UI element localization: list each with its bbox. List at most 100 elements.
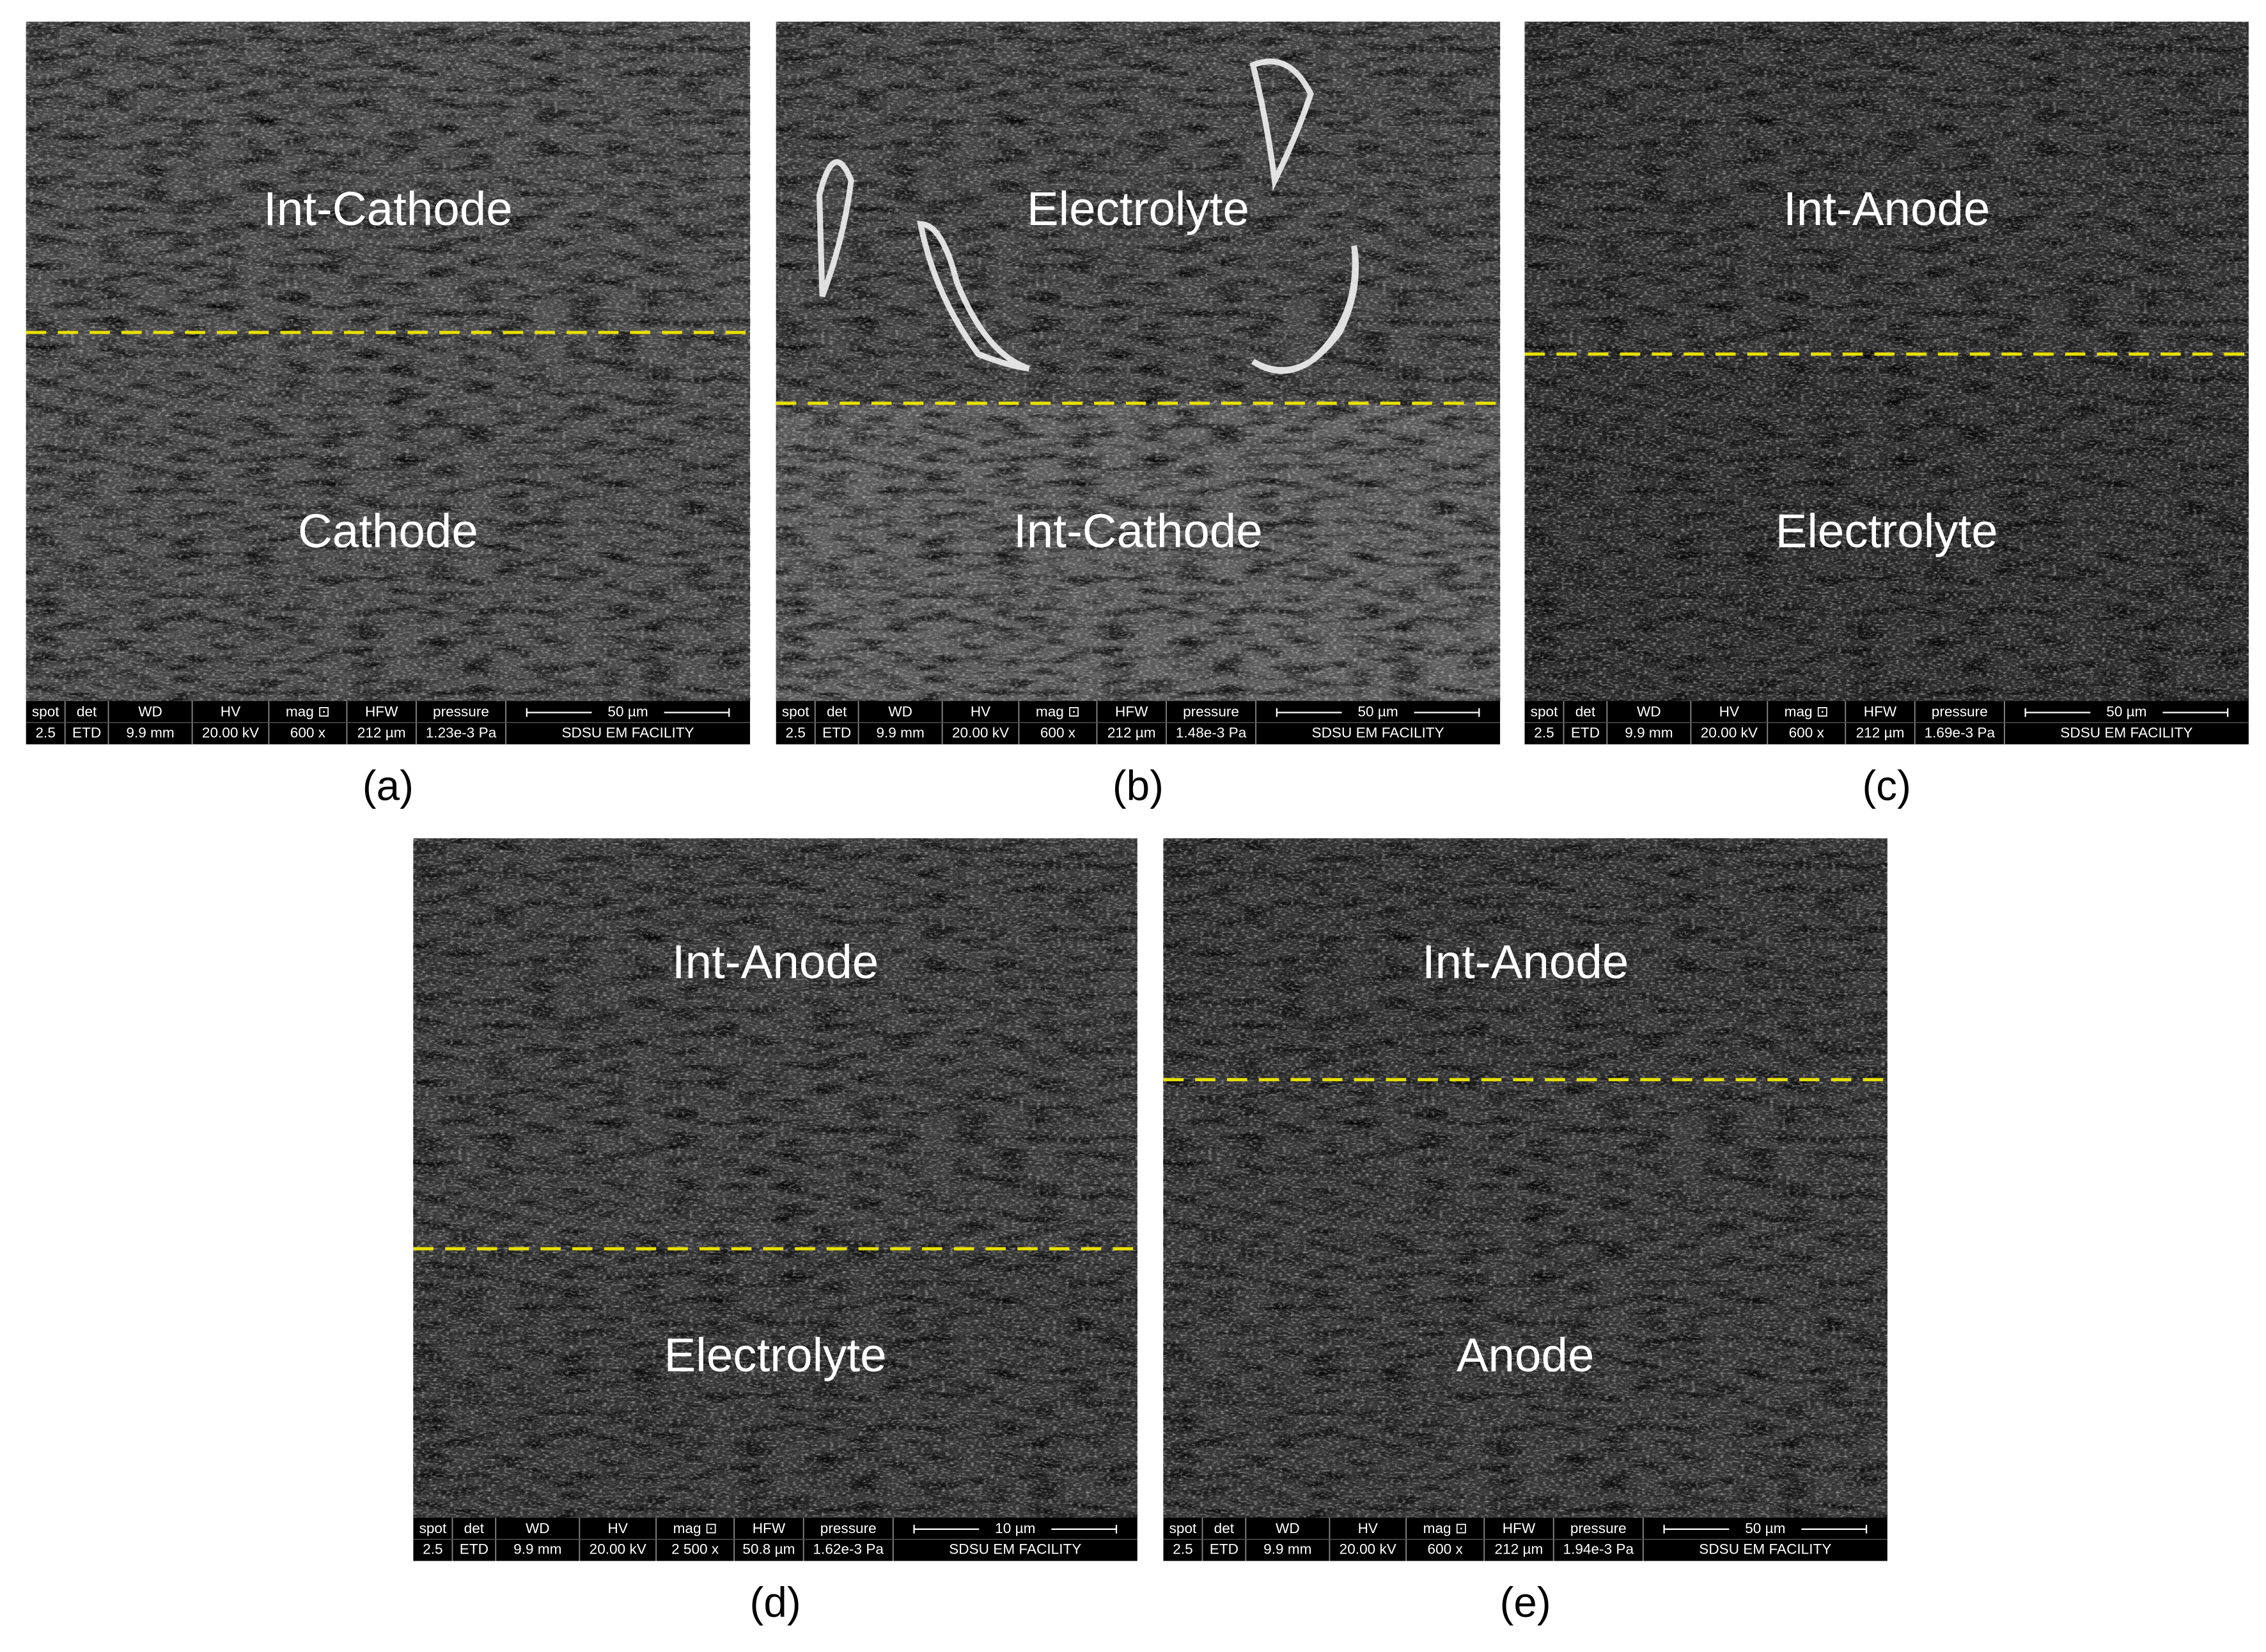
info-value: ETD bbox=[1571, 724, 1600, 740]
info-value: 1.23e-3 Pa bbox=[426, 724, 497, 740]
sem-panel: Int-Anode Electrolyte spot 2.5 det ETD WD 9.9 m… bbox=[1524, 21, 2249, 809]
info-value: 2.5 bbox=[1534, 724, 1554, 740]
sem-panel: Int-Cathode Cathode spot 2.5 det ETD WD 9.9 mm H… bbox=[26, 21, 751, 809]
bright-feature bbox=[1251, 245, 1359, 374]
info-header: HV bbox=[1719, 704, 1739, 720]
info-header: mag ⊡ bbox=[1036, 704, 1080, 720]
texture-light bbox=[413, 838, 1137, 1518]
info-value: 2.5 bbox=[786, 724, 806, 740]
info-header: spot bbox=[419, 1520, 447, 1536]
info-value: 9.9 mm bbox=[876, 724, 924, 740]
info-value: 600 x bbox=[290, 724, 326, 740]
panel-caption: (a) bbox=[363, 763, 414, 809]
info-header: mag ⊡ bbox=[286, 704, 330, 720]
info-header: WD bbox=[138, 704, 162, 720]
info-header: pressure bbox=[1932, 704, 1988, 720]
info-header: HV bbox=[971, 704, 990, 720]
scale-bar-label: 50 µm bbox=[1745, 1520, 1785, 1536]
info-value: SDSU EM FACILITY bbox=[1312, 724, 1444, 740]
info-value: 212 µm bbox=[1856, 724, 1905, 740]
info-value: 9.9 mm bbox=[1263, 1541, 1311, 1557]
region-label: Int-Cathode bbox=[263, 182, 513, 235]
region-label: Int-Cathode bbox=[1013, 504, 1263, 557]
info-header: spot bbox=[782, 704, 809, 720]
info-value: ETD bbox=[460, 1541, 488, 1557]
info-value: 600 x bbox=[1789, 724, 1825, 740]
info-header: det bbox=[1575, 704, 1596, 720]
info-value: 2.5 bbox=[423, 1541, 442, 1557]
info-value: SDSU EM FACILITY bbox=[561, 724, 694, 740]
bright-feature bbox=[816, 159, 854, 298]
region-label: Int-Anode bbox=[1422, 935, 1629, 988]
info-header: HV bbox=[608, 1520, 628, 1536]
info-header: WD bbox=[1637, 704, 1661, 720]
info-value: 212 µm bbox=[1495, 1541, 1543, 1557]
scale-bar-label: 50 µm bbox=[2106, 704, 2146, 720]
info-value: ETD bbox=[822, 724, 851, 740]
region-label: Electrolyte bbox=[664, 1328, 887, 1382]
info-header: HV bbox=[1358, 1520, 1378, 1536]
scale-bar-label: 50 µm bbox=[607, 704, 648, 720]
texture-light bbox=[1524, 21, 2249, 701]
sem-panel: Int-Anode Electrolyte spot 2.5 det ETD WD 9.9 m… bbox=[413, 838, 1137, 1626]
sem-panel: Electrolyte Int-Cathode spot 2.5 det ETD WD 9.9… bbox=[776, 21, 1501, 809]
info-value: 20.00 kV bbox=[952, 724, 1009, 740]
bright-feature bbox=[917, 221, 1030, 371]
info-header: det bbox=[77, 704, 97, 720]
info-value: 2.5 bbox=[1173, 1541, 1192, 1557]
info-value: 212 µm bbox=[1107, 724, 1156, 740]
region-label: Cathode bbox=[298, 504, 478, 557]
panel-caption: (b) bbox=[1113, 763, 1164, 809]
panel-caption: (c) bbox=[1862, 763, 1910, 809]
region-label: Int-Anode bbox=[672, 935, 879, 988]
info-value: 1.48e-3 Pa bbox=[1176, 724, 1247, 740]
info-header: HFW bbox=[1503, 1520, 1536, 1536]
info-header: WD bbox=[1276, 1520, 1300, 1536]
info-value: 212 µm bbox=[357, 724, 406, 740]
info-value: 9.9 mm bbox=[1625, 724, 1673, 740]
info-header: WD bbox=[526, 1520, 550, 1536]
info-value: 2 500 x bbox=[671, 1541, 719, 1557]
info-header: spot bbox=[1169, 1520, 1197, 1536]
info-header: spot bbox=[1531, 704, 1558, 720]
info-header: mag ⊡ bbox=[1785, 704, 1829, 720]
info-value: 600 x bbox=[1040, 724, 1076, 740]
panel-caption: (e) bbox=[1500, 1579, 1551, 1626]
info-header: HFW bbox=[753, 1520, 786, 1536]
info-value: 20.00 kV bbox=[1340, 1541, 1396, 1557]
info-header: WD bbox=[888, 704, 912, 720]
info-header: pressure bbox=[1570, 1520, 1627, 1536]
info-header: HV bbox=[221, 704, 240, 720]
region-label: Electrolyte bbox=[1027, 182, 1249, 235]
info-value: 1.94e-3 Pa bbox=[1563, 1541, 1634, 1557]
info-header: det bbox=[464, 1520, 485, 1536]
info-value: SDSU EM FACILITY bbox=[1699, 1541, 1831, 1557]
info-value: SDSU EM FACILITY bbox=[2060, 724, 2192, 740]
info-value: SDSU EM FACILITY bbox=[949, 1541, 1081, 1557]
info-value: 20.00 kV bbox=[202, 724, 259, 740]
info-value: 20.00 kV bbox=[590, 1541, 646, 1557]
info-header: HFW bbox=[1864, 704, 1897, 720]
info-value: 600 x bbox=[1428, 1541, 1464, 1557]
region-label: Int-Anode bbox=[1783, 182, 1990, 235]
info-value: ETD bbox=[72, 724, 101, 740]
texture-light bbox=[26, 21, 751, 701]
info-value: 1.69e-3 Pa bbox=[1925, 724, 1996, 740]
info-header: pressure bbox=[433, 704, 489, 720]
region-label: Electrolyte bbox=[1776, 504, 1998, 557]
info-header: pressure bbox=[820, 1520, 877, 1536]
info-value: 1.62e-3 Pa bbox=[813, 1541, 884, 1557]
info-header: spot bbox=[32, 704, 59, 720]
info-header: mag ⊡ bbox=[1423, 1520, 1467, 1536]
info-value: 20.00 kV bbox=[1701, 724, 1758, 740]
scale-bar-label: 50 µm bbox=[1357, 704, 1398, 720]
sem-panel: Int-Anode Anode spot 2.5 det ETD WD 9.9 mm HV 20.… bbox=[1163, 838, 1887, 1626]
info-value: 2.5 bbox=[35, 724, 55, 740]
info-value: 9.9 mm bbox=[513, 1541, 561, 1557]
info-header: pressure bbox=[1183, 704, 1239, 720]
info-value: ETD bbox=[1210, 1541, 1238, 1557]
region-label: Anode bbox=[1457, 1328, 1595, 1382]
panel-caption: (d) bbox=[750, 1579, 801, 1626]
